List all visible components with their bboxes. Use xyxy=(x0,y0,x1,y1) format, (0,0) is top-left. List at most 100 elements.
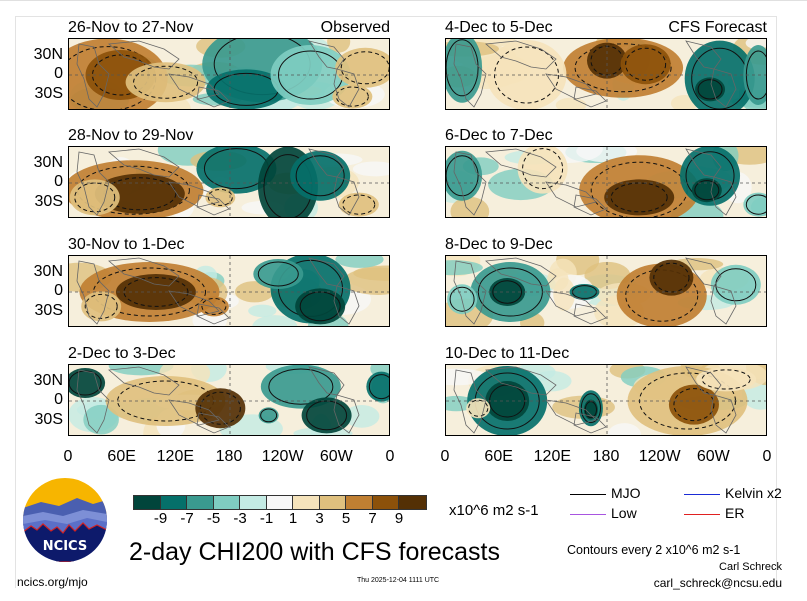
lat-tick-label: 0 xyxy=(54,391,63,408)
anomaly-shading xyxy=(583,399,598,420)
coastline xyxy=(196,412,230,434)
author-email[interactable]: carl_schreck@ncsu.edu xyxy=(653,576,782,590)
panel-label: Observed xyxy=(320,19,390,36)
legend-label-kelvin: Kelvin x2 xyxy=(725,485,782,501)
contour-note: Contours every 2 x10^6 m2 s-1 xyxy=(567,543,741,557)
lon-tick-label: 0 xyxy=(440,448,450,465)
mjo-contour xyxy=(260,408,278,423)
mjo-contour xyxy=(715,268,757,302)
mjo-contour xyxy=(299,291,341,322)
map-p6 xyxy=(446,147,766,217)
panel-title: 2-Dec to 3-Dec xyxy=(68,345,176,362)
coastline xyxy=(453,151,487,216)
mjo-contour xyxy=(697,79,723,100)
coastline xyxy=(76,369,110,434)
panel-title: 10-Dec to 11-Dec xyxy=(445,345,570,362)
anomaly-shading xyxy=(691,178,722,203)
anomaly-shading xyxy=(338,192,379,217)
anomaly-shading xyxy=(555,97,587,109)
panel-title: 4-Dec to 5-Dec xyxy=(445,19,553,36)
colorbar-swatch xyxy=(372,496,399,509)
site-link[interactable]: ncics.org/mjo xyxy=(17,575,88,589)
anomaly-shading xyxy=(258,407,279,424)
anomaly-shading xyxy=(668,384,719,425)
mjo-contour xyxy=(449,286,475,312)
mjo-contour xyxy=(446,155,479,197)
lon-tick-label: 0 xyxy=(762,448,772,465)
mjo-contour xyxy=(306,400,348,431)
map-p4 xyxy=(69,365,389,435)
coastline xyxy=(485,366,557,396)
anomaly-shading xyxy=(234,281,274,303)
colorbar-swatch xyxy=(266,496,293,509)
coastline xyxy=(710,394,737,434)
legend-line-low xyxy=(570,514,606,515)
mjo-contour xyxy=(625,47,667,81)
legend-line-er xyxy=(684,514,720,515)
coastline xyxy=(196,86,230,108)
coastline xyxy=(573,194,607,216)
lon-tick-label: 60W xyxy=(696,448,730,465)
legend-line-kelvin xyxy=(684,494,720,495)
anomaly-shading xyxy=(332,84,373,109)
mjo-contour xyxy=(123,277,189,307)
map-panel-p7 xyxy=(445,255,767,327)
anomaly-shading xyxy=(517,147,568,194)
colorbar-tick-label: -3 xyxy=(233,510,247,527)
map-p1 xyxy=(69,39,389,109)
coastline xyxy=(108,366,180,396)
mjo-contour xyxy=(295,155,345,197)
panel-title: 30-Nov to 1-Dec xyxy=(68,236,185,253)
coastline xyxy=(168,73,220,100)
anomaly-shading xyxy=(344,404,380,428)
map-p7 xyxy=(446,256,766,326)
colorbar-tick-label: -9 xyxy=(153,510,168,527)
coastline xyxy=(545,290,597,317)
lon-tick-label: 180 xyxy=(215,448,243,465)
colorbar-tick-label: 3 xyxy=(315,510,324,527)
colorbar-tick-label: 5 xyxy=(341,510,351,527)
anomaly-shading xyxy=(466,398,491,419)
lat-tick-label: 30S xyxy=(34,302,63,319)
colorbar-swatch xyxy=(293,496,320,509)
logo-text: NCICS xyxy=(43,539,87,554)
anomaly-shading xyxy=(253,259,304,289)
anomaly-shading xyxy=(248,304,277,318)
anomaly-shading xyxy=(69,368,106,398)
top-divider xyxy=(0,0,807,1)
coastline xyxy=(545,73,597,100)
panel-title: 8-Dec to 9-Dec xyxy=(445,236,553,253)
panel-title: 26-Nov to 27-Nov xyxy=(68,19,194,36)
map-panel-p5 xyxy=(445,38,767,110)
coastline xyxy=(76,260,110,325)
lon-tick-label: 60E xyxy=(484,448,513,465)
map-p3 xyxy=(69,256,389,326)
mjo-contour xyxy=(207,188,233,206)
legend-line-mjo xyxy=(570,494,606,495)
anomaly-shading xyxy=(295,288,346,325)
map-panel-p3 xyxy=(68,255,390,327)
panel-title: 28-Nov to 29-Nov xyxy=(68,127,194,144)
legend-label-low: Low xyxy=(611,505,637,521)
lat-tick-label: 30N xyxy=(33,154,63,171)
map-p8 xyxy=(446,365,766,435)
anomaly-shading xyxy=(290,150,351,201)
lon-tick-label: 0 xyxy=(385,448,395,465)
colorbar-tick-label: 7 xyxy=(368,510,377,527)
map-panel-p1 xyxy=(68,38,390,110)
mjo-contour xyxy=(625,269,699,322)
lon-tick-label: 120W xyxy=(261,448,304,465)
anomaly-shading xyxy=(196,147,277,194)
colorbar-swatch xyxy=(346,496,373,509)
colorbar-swatch xyxy=(213,496,240,509)
lon-tick-label: 60W xyxy=(319,448,353,465)
colorbar-tick-label: 1 xyxy=(288,510,298,527)
legend-label-er: ER xyxy=(725,505,745,521)
mjo-contour xyxy=(492,280,523,304)
coastline xyxy=(573,412,607,434)
anomaly-shading xyxy=(83,404,119,435)
lon-tick-label: 0 xyxy=(63,448,73,465)
figure-title: 2-day CHI200 with CFS forecasts xyxy=(129,538,500,566)
anomaly-shading xyxy=(327,39,351,53)
map-panel-p8 xyxy=(445,364,767,436)
